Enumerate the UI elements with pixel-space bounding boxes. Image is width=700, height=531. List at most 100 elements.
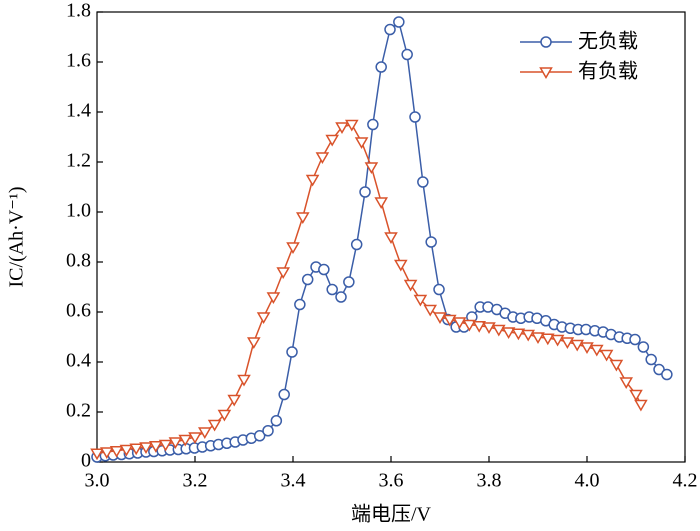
data-point [482,322,496,334]
data-point [109,446,124,458]
y-tick-label: 0.2 [66,400,91,422]
data-point [237,374,251,387]
data-point [359,186,371,198]
data-point [344,119,359,132]
data-point [540,333,555,346]
data-point [634,399,648,412]
x-tick-label: 3.4 [281,470,306,492]
data-point [521,329,536,342]
data-point [491,324,506,337]
data-point [99,447,114,459]
y-tick-label: 1.0 [66,200,91,222]
y-tick-label: 1.4 [66,100,91,122]
data-point [629,333,641,346]
data-point [227,394,242,407]
data-point [286,346,298,358]
data-point [129,443,144,456]
data-point [270,415,283,427]
data-point [256,312,271,324]
data-point [305,174,320,187]
data-point [253,430,266,442]
data-point [343,276,355,288]
data-point [262,425,274,437]
x-tick-label: 4.0 [575,470,600,492]
data-point [629,389,643,402]
data-point [433,312,447,324]
data-point [364,162,379,174]
data-point [401,48,413,61]
y-tick-label: 1.8 [66,0,91,22]
data-point [560,337,575,349]
data-point [599,349,614,362]
data-point [119,444,134,457]
data-point [325,134,340,147]
data-point [188,432,202,444]
series-line [96,123,642,454]
data-point [139,442,153,454]
y-axis-label: IC/(Ah·V⁻¹) [6,187,28,288]
data-point [589,344,604,357]
data-point [354,137,369,149]
data-point [609,359,624,372]
legend-label: 有负载 [578,59,638,82]
y-tick-label: 0.4 [66,350,91,372]
data-point [417,176,429,188]
data-point [276,267,291,279]
y-tick-label: 1.2 [66,150,91,172]
data-point [326,283,338,296]
data-point [278,388,290,401]
legend-marker [539,67,553,79]
x-axis-label: 端电压/V [351,503,432,526]
legend-marker [540,36,552,48]
y-tick-label: 0 [81,450,91,472]
data-point [442,314,457,327]
x-tick-label: 3.8 [477,470,502,492]
data-point [531,332,545,344]
data-point [375,61,387,73]
data-point [433,283,445,296]
data-point [384,232,398,244]
y-tick-label: 0.6 [66,300,91,322]
data-point [217,409,232,422]
legend-label: 无负载 [578,29,638,52]
data-point [301,273,314,286]
data-point [501,327,516,339]
x-tick-label: 3.6 [379,470,404,492]
data-point [393,259,408,272]
data-point [384,23,396,36]
data-point [335,122,349,134]
data-point [207,419,222,432]
x-tick-label: 3.2 [183,470,208,492]
data-point [661,368,673,381]
data-point [472,321,487,333]
data-point [570,339,585,352]
data-point [158,439,173,452]
y-tick-label: 0.8 [66,250,91,272]
data-point [645,353,657,366]
y-tick-label: 1.6 [66,50,91,72]
data-point [294,298,306,311]
x-tick-label: 4.2 [673,470,698,492]
data-point [409,111,421,123]
data-point [423,304,438,317]
data-point [550,334,565,347]
data-point [580,342,594,354]
data-point [462,319,477,332]
data-point [90,448,104,461]
data-point [367,118,379,131]
data-point [511,328,526,341]
series-line [96,20,668,458]
data-point [168,437,183,449]
x-tick-label: 3.0 [85,470,110,492]
data-point [318,263,330,276]
data-point [413,294,428,307]
data-point [286,242,300,254]
data-point [246,337,261,349]
data-point [637,341,650,353]
data-point [425,236,437,248]
data-point [350,238,363,251]
data-point [197,427,212,439]
data-point [295,212,310,224]
data-point [619,377,634,389]
